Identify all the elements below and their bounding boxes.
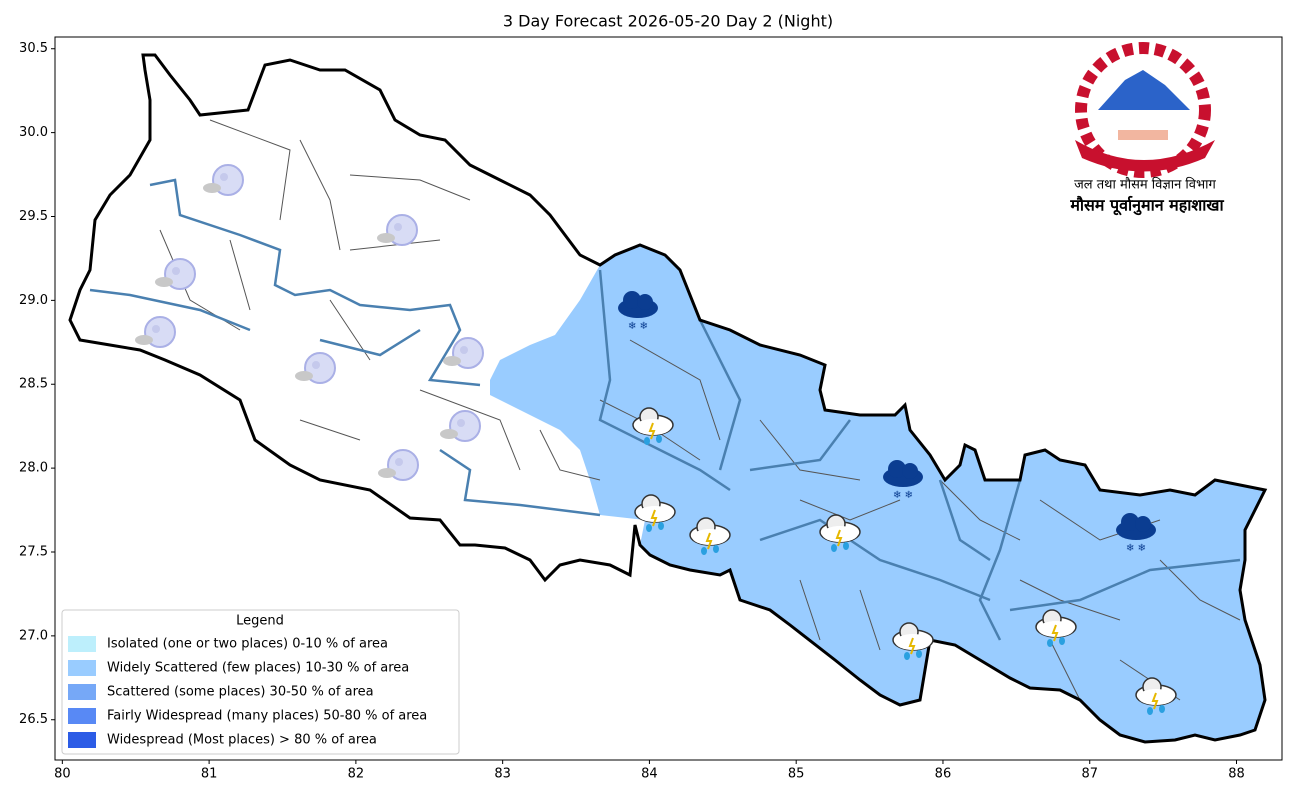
district-lines [159,119,1241,701]
y-tick-label: 30.0 [19,125,48,140]
province-lines [89,178,1241,641]
legend: Legend Isolated (one or two places) 0-10… [61,609,460,755]
x-tick-label: 86 [935,767,952,782]
legend-swatch [68,636,96,652]
legend-label: Isolated (one or two places) 0-10 % of a… [107,637,388,652]
x-tick-label: 81 [201,767,218,782]
legend-swatch [68,732,96,748]
y-tick-label: 30.5 [19,41,48,56]
legend-title: Legend [236,614,284,629]
legend-swatch [68,684,96,700]
logo-department: जल तथा मौसम विज्ञान विभाग [1074,177,1216,193]
legend-box [61,609,460,755]
y-tick-label: 28.5 [19,377,48,392]
y-tick-label: 27.0 [19,628,48,643]
legend-label: Widespread (Most places) > 80 % of area [107,733,377,748]
forecast-area [490,245,1265,742]
legend-label: Fairly Widespread (many places) 50-80 % … [107,709,427,724]
x-tick-label: 80 [54,767,71,782]
logo: जल तथा मौसम विज्ञान विभाग मौसम पूर्वानुम… [1069,42,1225,216]
x-tick-label: 82 [348,767,365,782]
legend-label: Scattered (some places) 30-50 % of area [107,685,374,700]
chart-title: 3 Day Forecast 2026-05-20 Day 2 (Night) [503,12,833,31]
y-tick-label: 27.5 [19,544,48,559]
legend-swatch [68,660,96,676]
y-tick-label: 28.0 [19,461,48,476]
y-tick-label: 26.5 [19,712,48,727]
x-tick-label: 83 [494,767,511,782]
y-tick-label: 29.0 [19,293,48,308]
logo-division: मौसम पूर्वानुमान महाशाखा [1069,196,1224,216]
x-tick-label: 87 [1081,767,1098,782]
x-tick-label: 84 [641,767,658,782]
map [68,53,1268,744]
legend-label: Widely Scattered (few places) 10-30 % of… [107,661,409,676]
x-tick-label: 88 [1228,767,1245,782]
y-tick-label: 29.5 [19,209,48,224]
country-border [68,53,1268,744]
legend-swatch [68,708,96,724]
x-tick-label: 85 [788,767,805,782]
